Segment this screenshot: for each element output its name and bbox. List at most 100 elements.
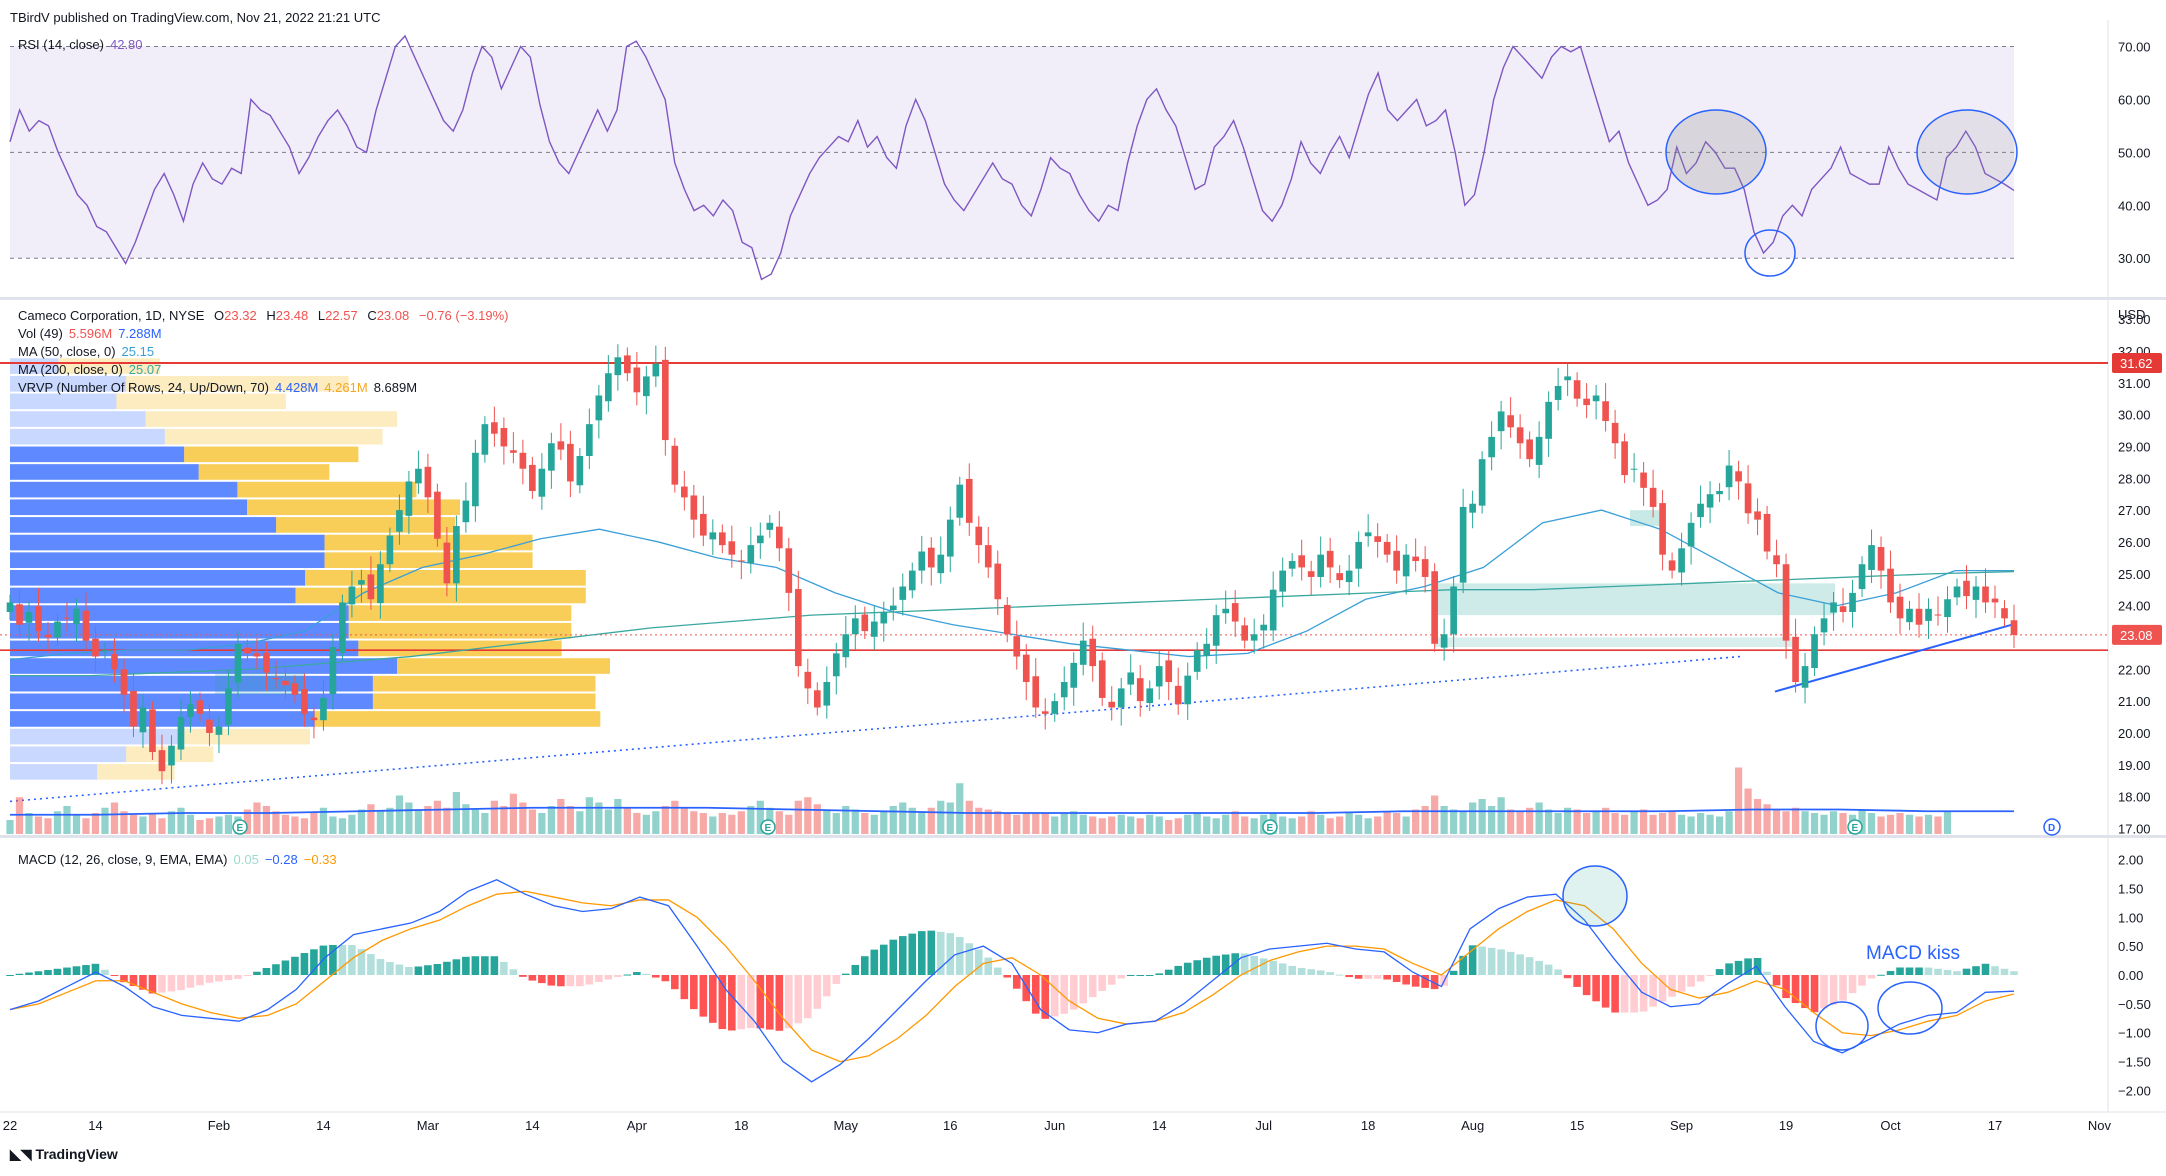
macd-histogram-bar: [785, 975, 793, 1029]
macd-histogram-bar: [1991, 966, 1999, 975]
price-tick-label: 29.00: [2118, 439, 2151, 454]
macd-histogram-bar: [1430, 975, 1439, 990]
macd-histogram-bar: [775, 975, 784, 1031]
volume-bar: [880, 811, 888, 834]
volume-bar: [576, 811, 584, 834]
volume-bar: [1639, 809, 1648, 834]
time-axis-label: 18: [734, 1118, 748, 1133]
macd-histogram-bar: [1763, 971, 1771, 975]
earnings-icon-label: E: [1852, 823, 1859, 834]
volume-bar: [566, 806, 574, 834]
candle-body: [1773, 555, 1780, 565]
macd-histogram-bar: [1611, 975, 1619, 1013]
time-axis-label: 17: [1988, 1118, 2002, 1133]
macd-histogram-bar: [34, 971, 43, 975]
volume-bar: [481, 813, 489, 834]
volume-bar: [1829, 811, 1838, 834]
macd-histogram-bar: [272, 964, 280, 975]
candle-body: [1868, 545, 1875, 570]
volume-value-b: 7.288M: [118, 326, 162, 341]
vrvp-up-bar: [10, 570, 306, 586]
macd-histogram-bar: [1810, 975, 1819, 1013]
candle-body: [1820, 618, 1828, 633]
macd-histogram-bar: [1307, 969, 1315, 975]
macd-histogram-bar: [1107, 975, 1116, 985]
macd-histogram-bar: [1782, 975, 1790, 999]
candle-body: [605, 373, 612, 402]
volume-bar: [158, 818, 166, 834]
close-value: 23.08: [376, 308, 410, 323]
macd-histogram-bar: [1088, 975, 1097, 998]
candle-body: [1051, 701, 1059, 714]
price-tick-label: 25.00: [2118, 567, 2151, 582]
volume-bar: [205, 818, 214, 834]
price-tick-label: 21.00: [2118, 694, 2151, 709]
candle-body: [804, 671, 812, 689]
volume-bar: [1896, 813, 1904, 834]
vrvp-up-bar: [10, 711, 315, 727]
macd-histogram-bar: [1278, 963, 1287, 975]
vrvp-up-bar: [10, 728, 185, 745]
macd-histogram-bar: [1829, 975, 1838, 1005]
volume-bar: [1649, 814, 1657, 834]
candle-body: [1497, 411, 1505, 432]
candle-body: [1754, 511, 1761, 520]
volume-bar: [376, 811, 385, 834]
volume-bar: [1440, 806, 1448, 834]
macd-histogram-bar: [652, 975, 660, 978]
candle-body: [946, 519, 954, 557]
macd-histogram-bar: [1193, 960, 1202, 975]
candle-body: [1621, 441, 1628, 476]
macd-histogram-bar: [1155, 973, 1164, 975]
volume-bar: [490, 800, 498, 834]
vrvp-value-c: 8.689M: [373, 380, 418, 395]
candle-body: [1963, 580, 1970, 597]
macd-histogram-bar: [1459, 955, 1467, 975]
macd-signal-line: [9, 890, 2015, 1063]
price-tick-label: 31.00: [2118, 376, 2151, 391]
last-price-text: 23.08: [2120, 628, 2153, 643]
rsi-label: RSI (14, close): [18, 37, 104, 52]
macd-histogram-bar: [63, 967, 71, 975]
macd-histogram-bar: [139, 975, 147, 990]
candle-body: [1127, 672, 1135, 685]
symbol-title[interactable]: Cameco Corporation, 1D, NYSE: [18, 308, 205, 323]
macd-histogram-bar: [1506, 951, 1515, 975]
vrvp-down-bar: [324, 534, 533, 551]
candle-body: [823, 682, 831, 706]
vrvp-up-bar: [10, 411, 146, 427]
rsi-line: [9, 34, 2015, 281]
volume-legend: Vol (49) 5.596M 7.288M: [18, 326, 168, 341]
macd-tick-label: 1.00: [2118, 910, 2143, 925]
price-tick-label: 28.00: [2118, 471, 2151, 486]
volume-bar: [1725, 811, 1733, 834]
macd-histogram-bar: [1677, 975, 1686, 992]
volume-bar: [614, 799, 622, 834]
candle-body: [756, 535, 764, 544]
macd-histogram-bar: [452, 959, 461, 975]
candle-body: [994, 563, 1002, 600]
volume-bar: [253, 802, 261, 834]
macd-histogram-bar: [386, 962, 394, 975]
macd-histogram-bar: [158, 975, 166, 993]
candle-body: [1592, 395, 1600, 402]
candle-body: [1640, 472, 1647, 488]
time-axis-label: 14: [316, 1118, 330, 1133]
candle-body: [453, 526, 460, 584]
candle-body: [187, 704, 194, 718]
volume-bar: [452, 792, 460, 834]
candle-body: [1478, 459, 1486, 506]
tradingview-brand[interactable]: ◣◥ TradingView: [10, 1146, 118, 1163]
volume-bar: [1279, 816, 1287, 834]
volume-bar: [946, 802, 954, 834]
volume-bar: [918, 811, 926, 834]
volume-bar: [1772, 809, 1781, 834]
macd-histogram-bar: [1468, 945, 1477, 975]
macd-label: MACD (12, 26, close, 9, EMA, EMA): [18, 852, 228, 867]
candle-body: [1716, 491, 1723, 495]
macd-histogram-bar: [519, 975, 527, 977]
volume-bar: [652, 811, 660, 834]
volume-bar: [851, 809, 859, 834]
candle-body: [1925, 608, 1932, 621]
